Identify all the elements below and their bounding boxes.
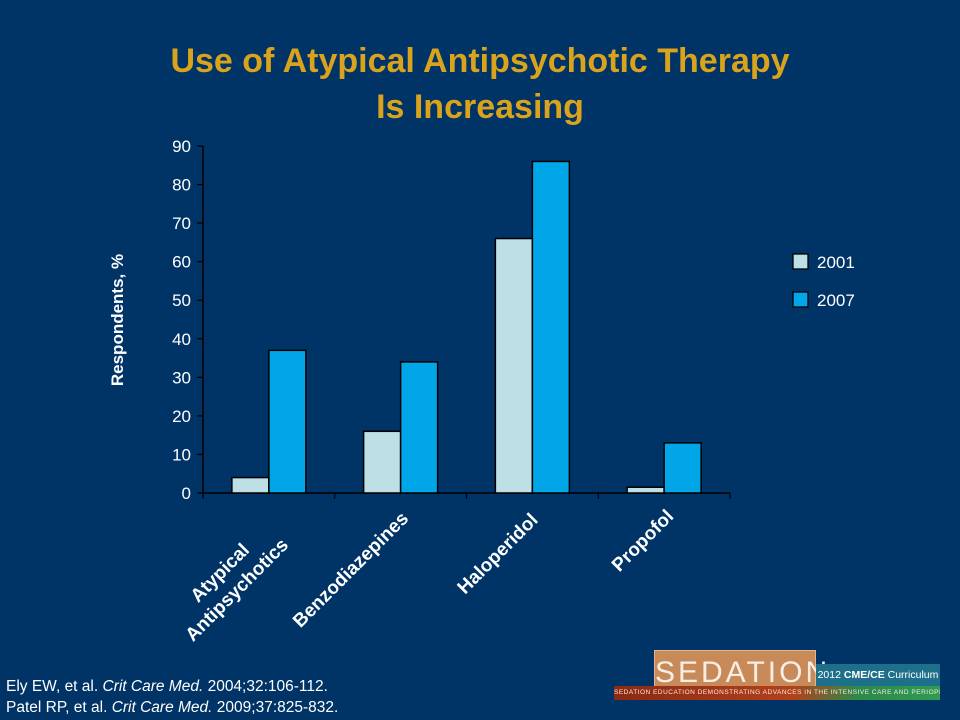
slide-title-line-2: Is Increasing	[376, 88, 584, 126]
reference-1: Ely EW, et al. Crit Care Med. 2004;32:10…	[6, 678, 328, 695]
legend-swatch-2007	[792, 291, 809, 308]
y-axis-label: Respondents, %	[108, 254, 127, 386]
bar-2007-propofol	[663, 442, 702, 494]
cme-curriculum-label: 2012 CME/CE Curriculum	[816, 664, 940, 686]
y-tick-label: 90	[172, 137, 191, 156]
bar-2007-haloperidol	[531, 160, 571, 494]
bar-2001-benzodiazepines	[362, 430, 402, 494]
y-tick-label: 30	[172, 368, 191, 387]
bar-2007-atypical-antipsychotics	[268, 349, 307, 494]
x-category-label: AtypicalAntipsychotics	[165, 518, 293, 646]
y-tick-label: 60	[172, 253, 191, 272]
legend-label-2007: 2007	[817, 291, 855, 310]
references: Ely EW, et al. Crit Care Med. 2004;32:10…	[6, 676, 338, 718]
bar-2007-benzodiazepines	[399, 361, 439, 494]
y-tick-label: 10	[172, 445, 191, 464]
reference-2: Patel RP, et al. Crit Care Med. 2009;37:…	[6, 699, 339, 716]
bar-2001-haloperidol	[494, 237, 534, 494]
sedation-logo: SEDATION™ 2012 CME/CE Curriculum SEDATIO…	[614, 650, 944, 705]
legend-label-2001: 2001	[817, 253, 855, 272]
y-tick-label: 40	[172, 330, 191, 349]
slide-title: Use of Atypical Antipsychotic Therapy Is…	[0, 38, 960, 130]
y-tick-label: 80	[172, 176, 191, 195]
x-category-label: Benzodiazepines	[289, 508, 413, 632]
y-tick-label: 0	[182, 484, 191, 503]
bar-2001-atypical-antipsychotics	[231, 476, 270, 494]
bar-2001-propofol	[626, 486, 665, 494]
slide-title-line-1: Use of Atypical Antipsychotic Therapy	[170, 42, 790, 80]
y-tick-label: 70	[172, 214, 191, 233]
legend-swatch-2001	[792, 253, 809, 270]
y-tick-label: 20	[172, 407, 191, 426]
x-category-label: Propofol	[608, 506, 678, 576]
y-tick-label: 50	[172, 291, 191, 310]
sedation-logo-wordmark: SEDATION™	[654, 650, 838, 689]
sedation-tagline: SEDATION EDUCATION DEMONSTRATING ADVANCE…	[614, 686, 940, 700]
x-category-label: Haloperidol	[454, 510, 543, 599]
